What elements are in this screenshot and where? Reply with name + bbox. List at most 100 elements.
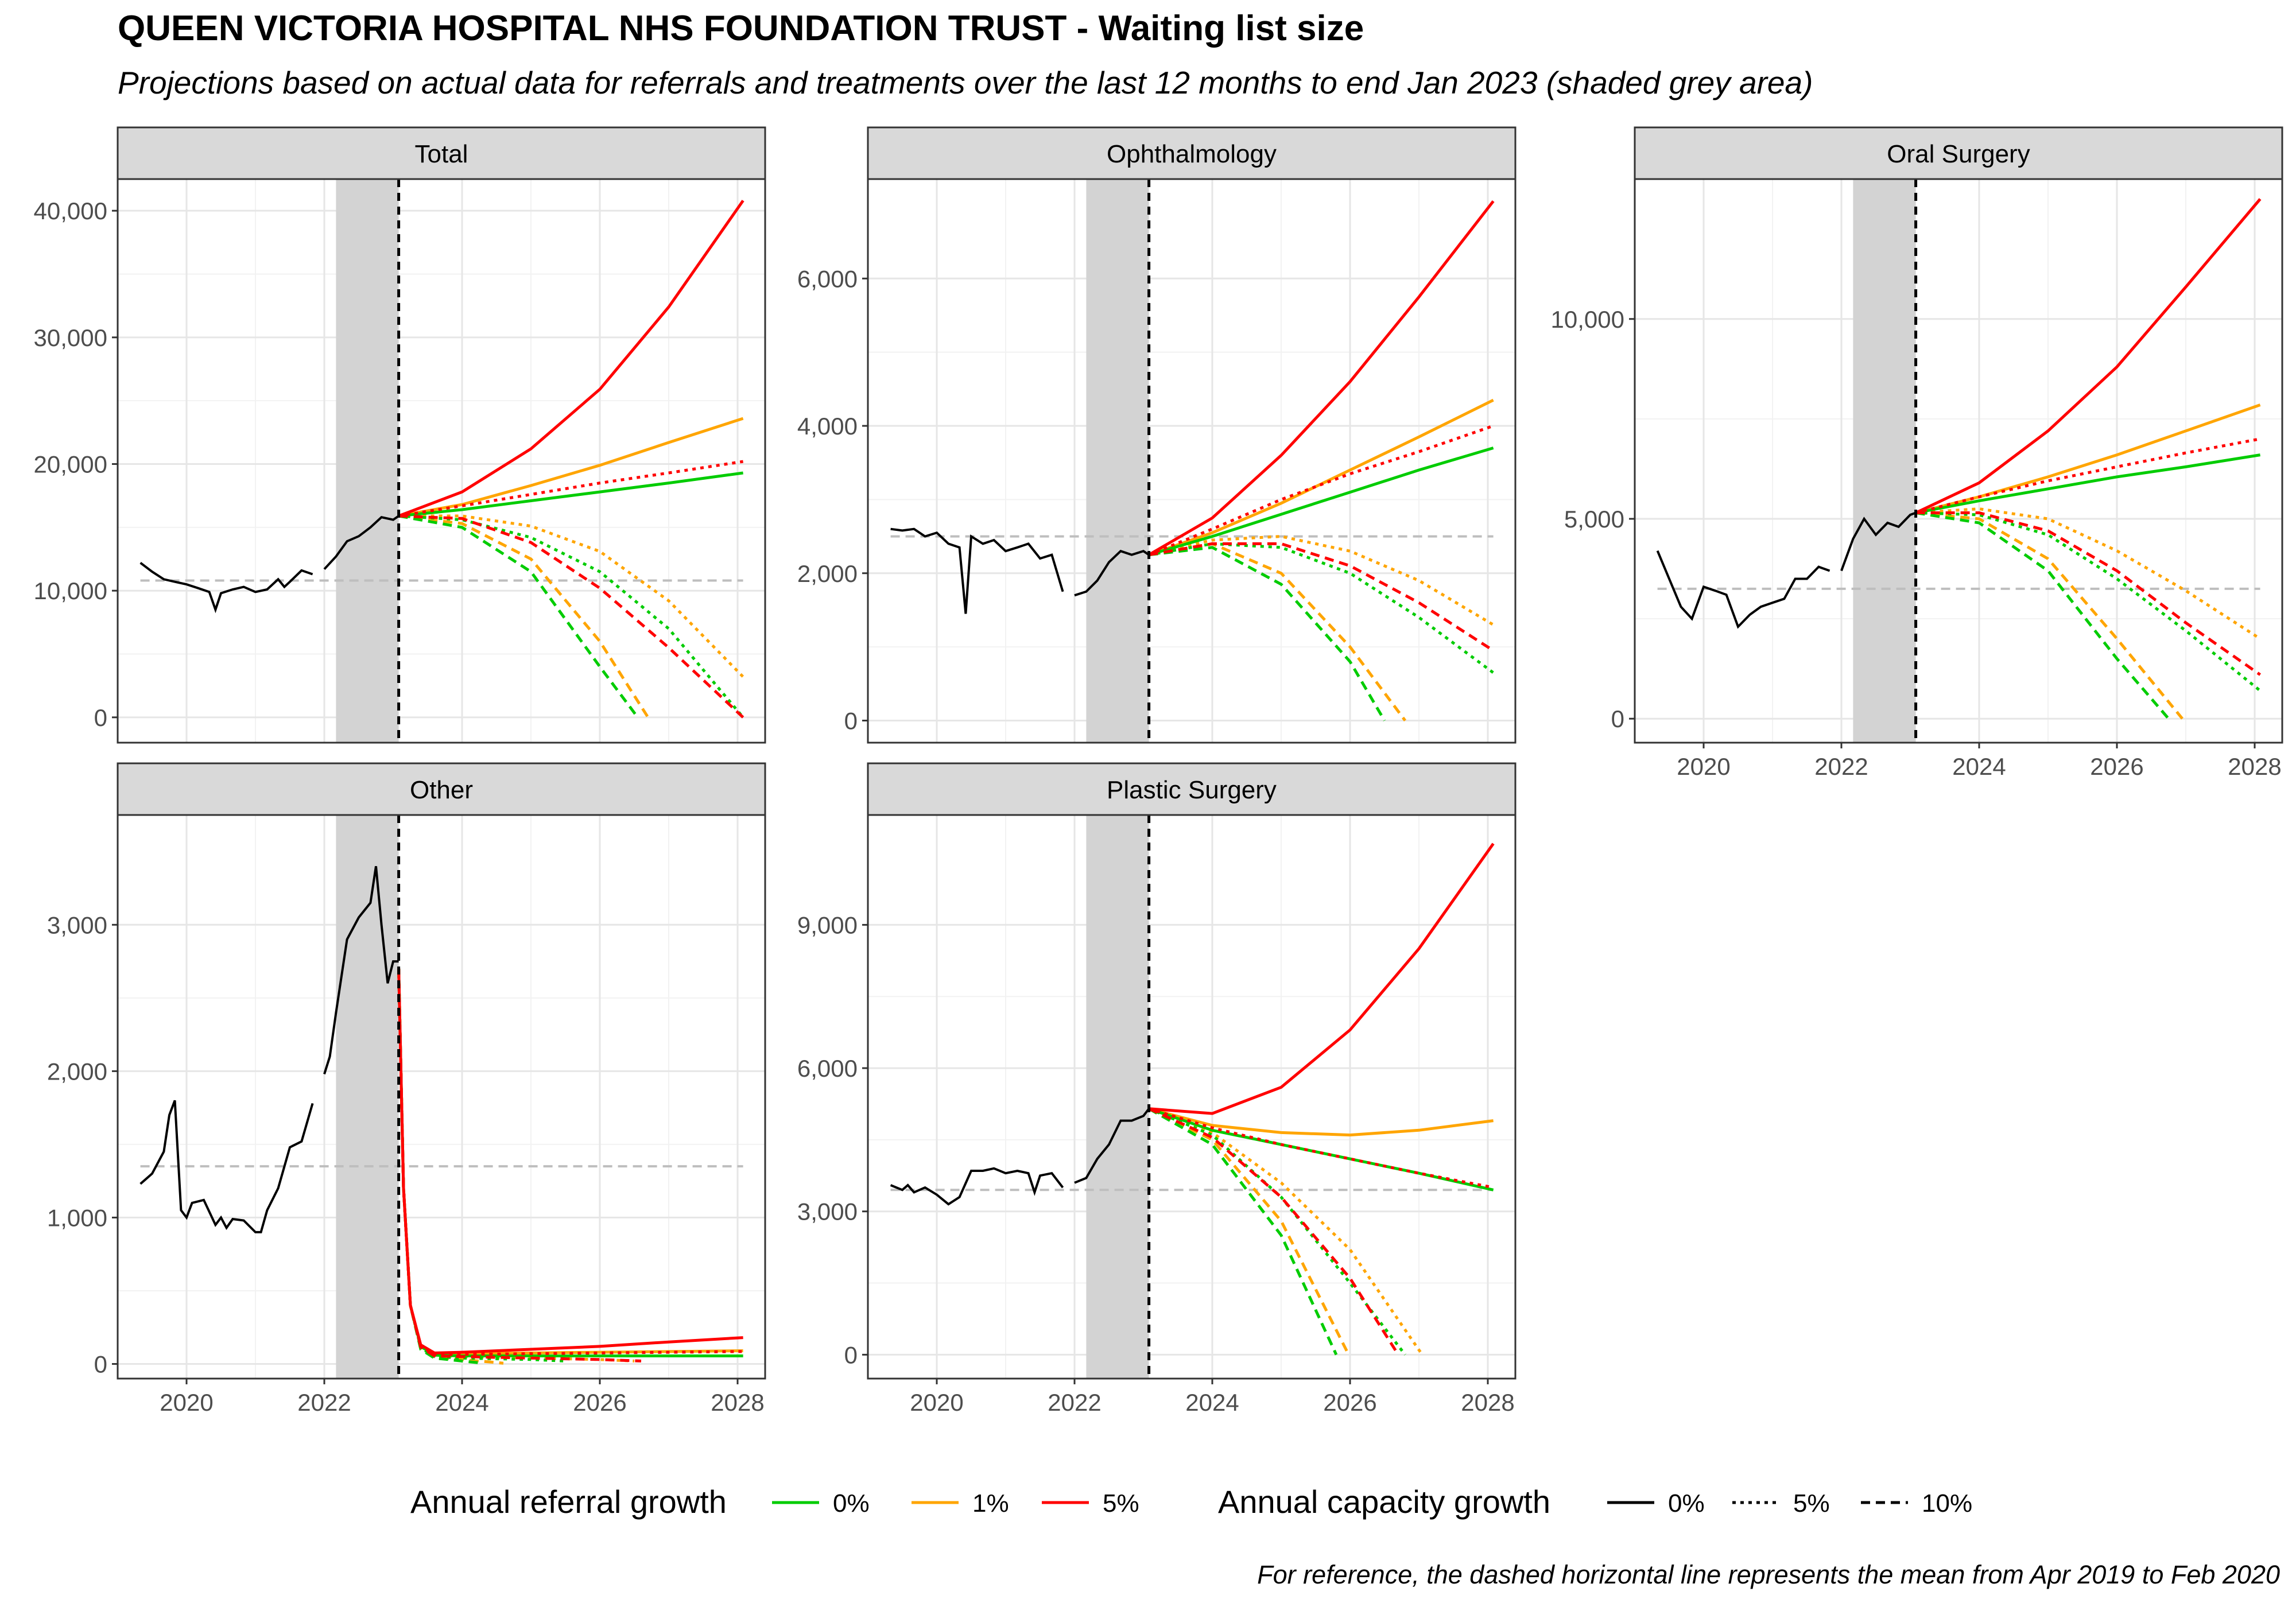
panel-strip-label: Ophthalmology bbox=[1107, 140, 1277, 168]
projection-line-5pct-referral-0pct-capacity bbox=[1915, 198, 2262, 514]
y-tick-label: 6,000 bbox=[797, 1055, 858, 1082]
projection-line-0pct-referral-0pct-capacity bbox=[1148, 447, 1494, 557]
y-tick-label: 6,000 bbox=[797, 265, 858, 292]
actual-waiting-list-line bbox=[139, 1100, 314, 1233]
panel-strip bbox=[1634, 126, 2283, 180]
legend: Annual referral growth 0% 1% 5% Annual capac… bbox=[410, 1484, 1972, 1520]
x-tick-label: 2026 bbox=[2090, 753, 2143, 780]
x-tick-label: 2028 bbox=[1461, 1389, 1514, 1416]
panel-border bbox=[1634, 178, 2283, 744]
projection-line-0pct-referral-10pct-capacity bbox=[1915, 511, 2170, 720]
x-tick-label: 2024 bbox=[435, 1389, 488, 1416]
x-tick-label: 2026 bbox=[573, 1389, 626, 1416]
projection-line-5pct-referral-0pct-capacity bbox=[1149, 843, 1495, 1115]
x-tick-label: 2022 bbox=[297, 1389, 351, 1416]
projection-line-1pct-referral-10pct-capacity bbox=[398, 514, 650, 719]
plot-background bbox=[118, 179, 765, 743]
projection-line-1pct-referral-5pct-capacity bbox=[1149, 535, 1494, 626]
y-tick-label: 2,000 bbox=[797, 560, 858, 587]
y-tick-label: 30,000 bbox=[34, 324, 107, 351]
projection-line-1pct-referral-5pct-capacity bbox=[398, 514, 744, 678]
projection-line-0pct-referral-10pct-capacity bbox=[398, 514, 639, 719]
legend-referral-label: 5% bbox=[1103, 1489, 1139, 1517]
shaded-period bbox=[1086, 179, 1149, 743]
y-tick-label: 5,000 bbox=[1564, 506, 1624, 533]
projection-line-1pct-referral-5pct-capacity bbox=[1915, 507, 2261, 641]
x-tick-label: 2022 bbox=[1048, 1389, 1101, 1416]
projection-line-5pct-referral-10pct-capacity bbox=[1915, 511, 2262, 676]
y-tick-label: 10,000 bbox=[34, 577, 107, 604]
projection-line-5pct-referral-0pct-capacity bbox=[398, 200, 744, 518]
shaded-period bbox=[1086, 815, 1149, 1379]
actual-waiting-list-line bbox=[890, 527, 1064, 614]
shaded-period bbox=[336, 179, 399, 743]
projection-line-5pct-referral-0pct-capacity bbox=[397, 968, 743, 1354]
panel-border bbox=[117, 178, 766, 744]
x-tick-label: 2020 bbox=[1677, 753, 1730, 780]
projection-line-0pct-referral-0pct-capacity bbox=[1915, 453, 2260, 514]
panel-border bbox=[867, 178, 1517, 744]
projection-line-5pct-referral-10pct-capacity bbox=[398, 514, 744, 719]
projection-line-5pct-referral-0pct-capacity bbox=[1148, 200, 1495, 556]
y-tick-label: 0 bbox=[94, 704, 107, 731]
panel-border bbox=[117, 814, 766, 1380]
plot-background bbox=[868, 179, 1515, 743]
y-tick-label: 0 bbox=[844, 1341, 858, 1368]
panel-oral-surgery: Oral Surgery 0 5,000 10,000 2020 2022 2024 2026… bbox=[1551, 126, 2283, 780]
projection-line-0pct-referral-10pct-capacity bbox=[1148, 1107, 1338, 1356]
projection-line-0pct-referral-5pct-capacity bbox=[1149, 542, 1495, 674]
panel-border bbox=[867, 814, 1517, 1380]
y-tick-label: 0 bbox=[94, 1350, 107, 1377]
projection-line-0pct-referral-10pct-capacity bbox=[397, 968, 483, 1365]
plot-background bbox=[1635, 179, 2282, 743]
plot-background bbox=[868, 815, 1515, 1379]
projection-line-5pct-referral-5pct-capacity bbox=[398, 460, 743, 518]
projection-line-0pct-referral-0pct-capacity bbox=[398, 471, 743, 518]
projection-line-0pct-referral-5pct-capacity bbox=[1148, 1107, 1406, 1356]
chart-caption: For reference, the dashed horizontal lin… bbox=[1257, 1560, 2280, 1589]
legend-referral-label: 1% bbox=[972, 1489, 1009, 1517]
chart-subtitle: Projections based on actual data for ref… bbox=[118, 65, 1813, 100]
x-tick-label: 2026 bbox=[1323, 1389, 1376, 1416]
projection-line-5pct-referral-5pct-capacity bbox=[1915, 437, 2261, 514]
panel-strip-label: Plastic Surgery bbox=[1107, 776, 1277, 804]
y-tick-label: 4,000 bbox=[797, 413, 858, 440]
x-tick-label: 2028 bbox=[2228, 753, 2281, 780]
actual-waiting-list-line bbox=[323, 515, 400, 570]
projection-line-1pct-referral-10pct-capacity bbox=[1149, 542, 1407, 721]
actual-waiting-list-line bbox=[890, 1167, 1064, 1206]
actual-waiting-list-line bbox=[1074, 549, 1150, 597]
x-tick-label: 2020 bbox=[910, 1389, 963, 1416]
y-tick-label: 10,000 bbox=[1551, 306, 1624, 333]
panel-strip bbox=[117, 762, 766, 816]
panel-ophthalmology: Ophthalmology 0 2,000 4,000 6,000 bbox=[797, 126, 1517, 744]
projection-line-1pct-referral-10pct-capacity bbox=[1915, 511, 2183, 720]
panel-plastic-surgery: Plastic Surgery 0 3,000 6,000 9,000 2020 2022 2… bbox=[797, 762, 1517, 1416]
panel-strip-label: Total bbox=[415, 140, 468, 168]
actual-waiting-list-line bbox=[139, 562, 313, 614]
shaded-period bbox=[336, 815, 399, 1379]
projection-line-5pct-referral-10pct-capacity bbox=[1148, 1107, 1400, 1356]
actual-waiting-list-line bbox=[1074, 1108, 1150, 1184]
y-tick-label: 2,000 bbox=[47, 1058, 107, 1085]
projection-line-5pct-referral-5pct-capacity bbox=[1148, 1107, 1494, 1189]
shaded-period bbox=[1853, 179, 1916, 743]
projection-line-1pct-referral-0pct-capacity bbox=[1148, 1107, 1494, 1137]
panel-total: Total 0 10,000 20,000 30,000 40,000 bbox=[34, 126, 766, 744]
legend-capacity-title: Annual capacity growth bbox=[1218, 1484, 1550, 1520]
legend-referral-label: 0% bbox=[833, 1489, 870, 1517]
y-tick-label: 9,000 bbox=[797, 911, 858, 938]
projection-line-1pct-referral-0pct-capacity bbox=[1915, 403, 2261, 514]
panel-other: Other 0 1,000 2,000 3,000 2020 2022 2024 2026 202… bbox=[47, 762, 766, 1416]
projection-line-5pct-referral-5pct-capacity bbox=[1148, 424, 1494, 557]
actual-waiting-list-line bbox=[1656, 550, 1830, 629]
legend-capacity-label: 5% bbox=[1793, 1489, 1830, 1517]
panel-strip-label: Other bbox=[410, 776, 473, 804]
x-tick-label: 2024 bbox=[1185, 1389, 1239, 1416]
y-tick-label: 40,000 bbox=[34, 197, 107, 224]
panel-strip bbox=[867, 762, 1517, 816]
legend-referral-title: Annual referral growth bbox=[410, 1484, 727, 1520]
legend-capacity-label: 10% bbox=[1922, 1489, 1972, 1517]
legend-capacity-label: 0% bbox=[1668, 1489, 1705, 1517]
